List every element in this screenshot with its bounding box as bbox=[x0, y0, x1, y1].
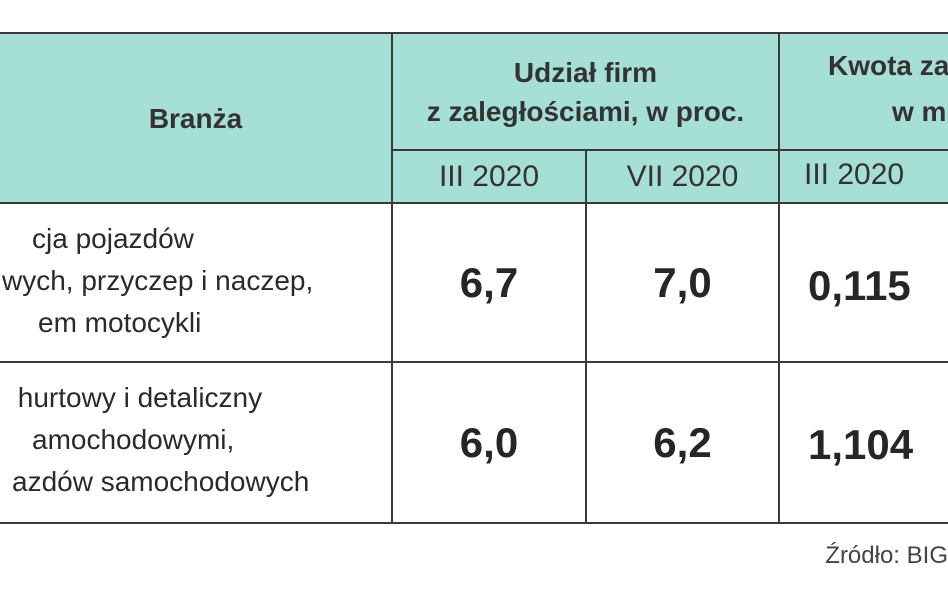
row-2-label-line-2: amochodowymi, bbox=[32, 424, 235, 455]
header-group-amount: Kwota za w m bbox=[780, 46, 948, 138]
group-header-divider bbox=[392, 149, 948, 151]
table-header bbox=[0, 34, 948, 202]
row-1-label-line-1: cja pojazdów bbox=[32, 223, 194, 254]
header-group-share: Udział firm z zaległościami, w proc. bbox=[393, 46, 778, 138]
table-bottom-border bbox=[0, 522, 948, 524]
column-divider-group bbox=[778, 32, 780, 524]
subheader-vii-2020-share: VII 2020 bbox=[626, 159, 739, 193]
subheader-iii-2020-share: III 2020 bbox=[438, 159, 540, 193]
row-1-label-line-2: wych, przyczep i naczep, bbox=[2, 265, 314, 296]
header-branza: Branża bbox=[148, 102, 243, 134]
row-1-label-line-3: em motocykli bbox=[38, 307, 202, 338]
row-2-share-vii-2020: 6,2 bbox=[653, 418, 712, 466]
row-2-share-iii-2020: 6,0 bbox=[459, 418, 519, 466]
row-2-amount-iii-2020: 1,104 bbox=[808, 421, 914, 468]
row-divider bbox=[0, 361, 948, 363]
row-2-label-line-3: azdów samochodowych bbox=[12, 466, 310, 497]
column-divider-sub bbox=[585, 149, 587, 524]
row-1-share-iii-2020: 6,7 bbox=[459, 258, 519, 306]
row-1-label: cja pojazdów wych, przyczep i naczep, em… bbox=[0, 218, 391, 344]
header-group-amount-line2: w m bbox=[892, 96, 947, 127]
subheader-iii-2020-amount: III 2020 bbox=[804, 158, 905, 191]
header-group-amount-line1: Kwota za bbox=[828, 50, 948, 81]
row-2-label: hurtowy i detaliczny amochodowymi, azdów… bbox=[0, 377, 391, 503]
table-top-border bbox=[0, 32, 948, 34]
row-2-label-line-1: hurtowy i detaliczny bbox=[10, 382, 263, 413]
row-1-share-vii-2020: 7,0 bbox=[653, 258, 712, 306]
source-note: Źródło: BIG bbox=[825, 542, 948, 569]
header-group-share-line2: z zaległościami, w proc. bbox=[426, 96, 745, 127]
header-bottom-border bbox=[0, 202, 948, 204]
column-divider-branza bbox=[391, 32, 393, 524]
row-1-amount-iii-2020: 0,115 bbox=[808, 262, 911, 309]
header-group-share-line1: Udział firm bbox=[513, 57, 658, 88]
